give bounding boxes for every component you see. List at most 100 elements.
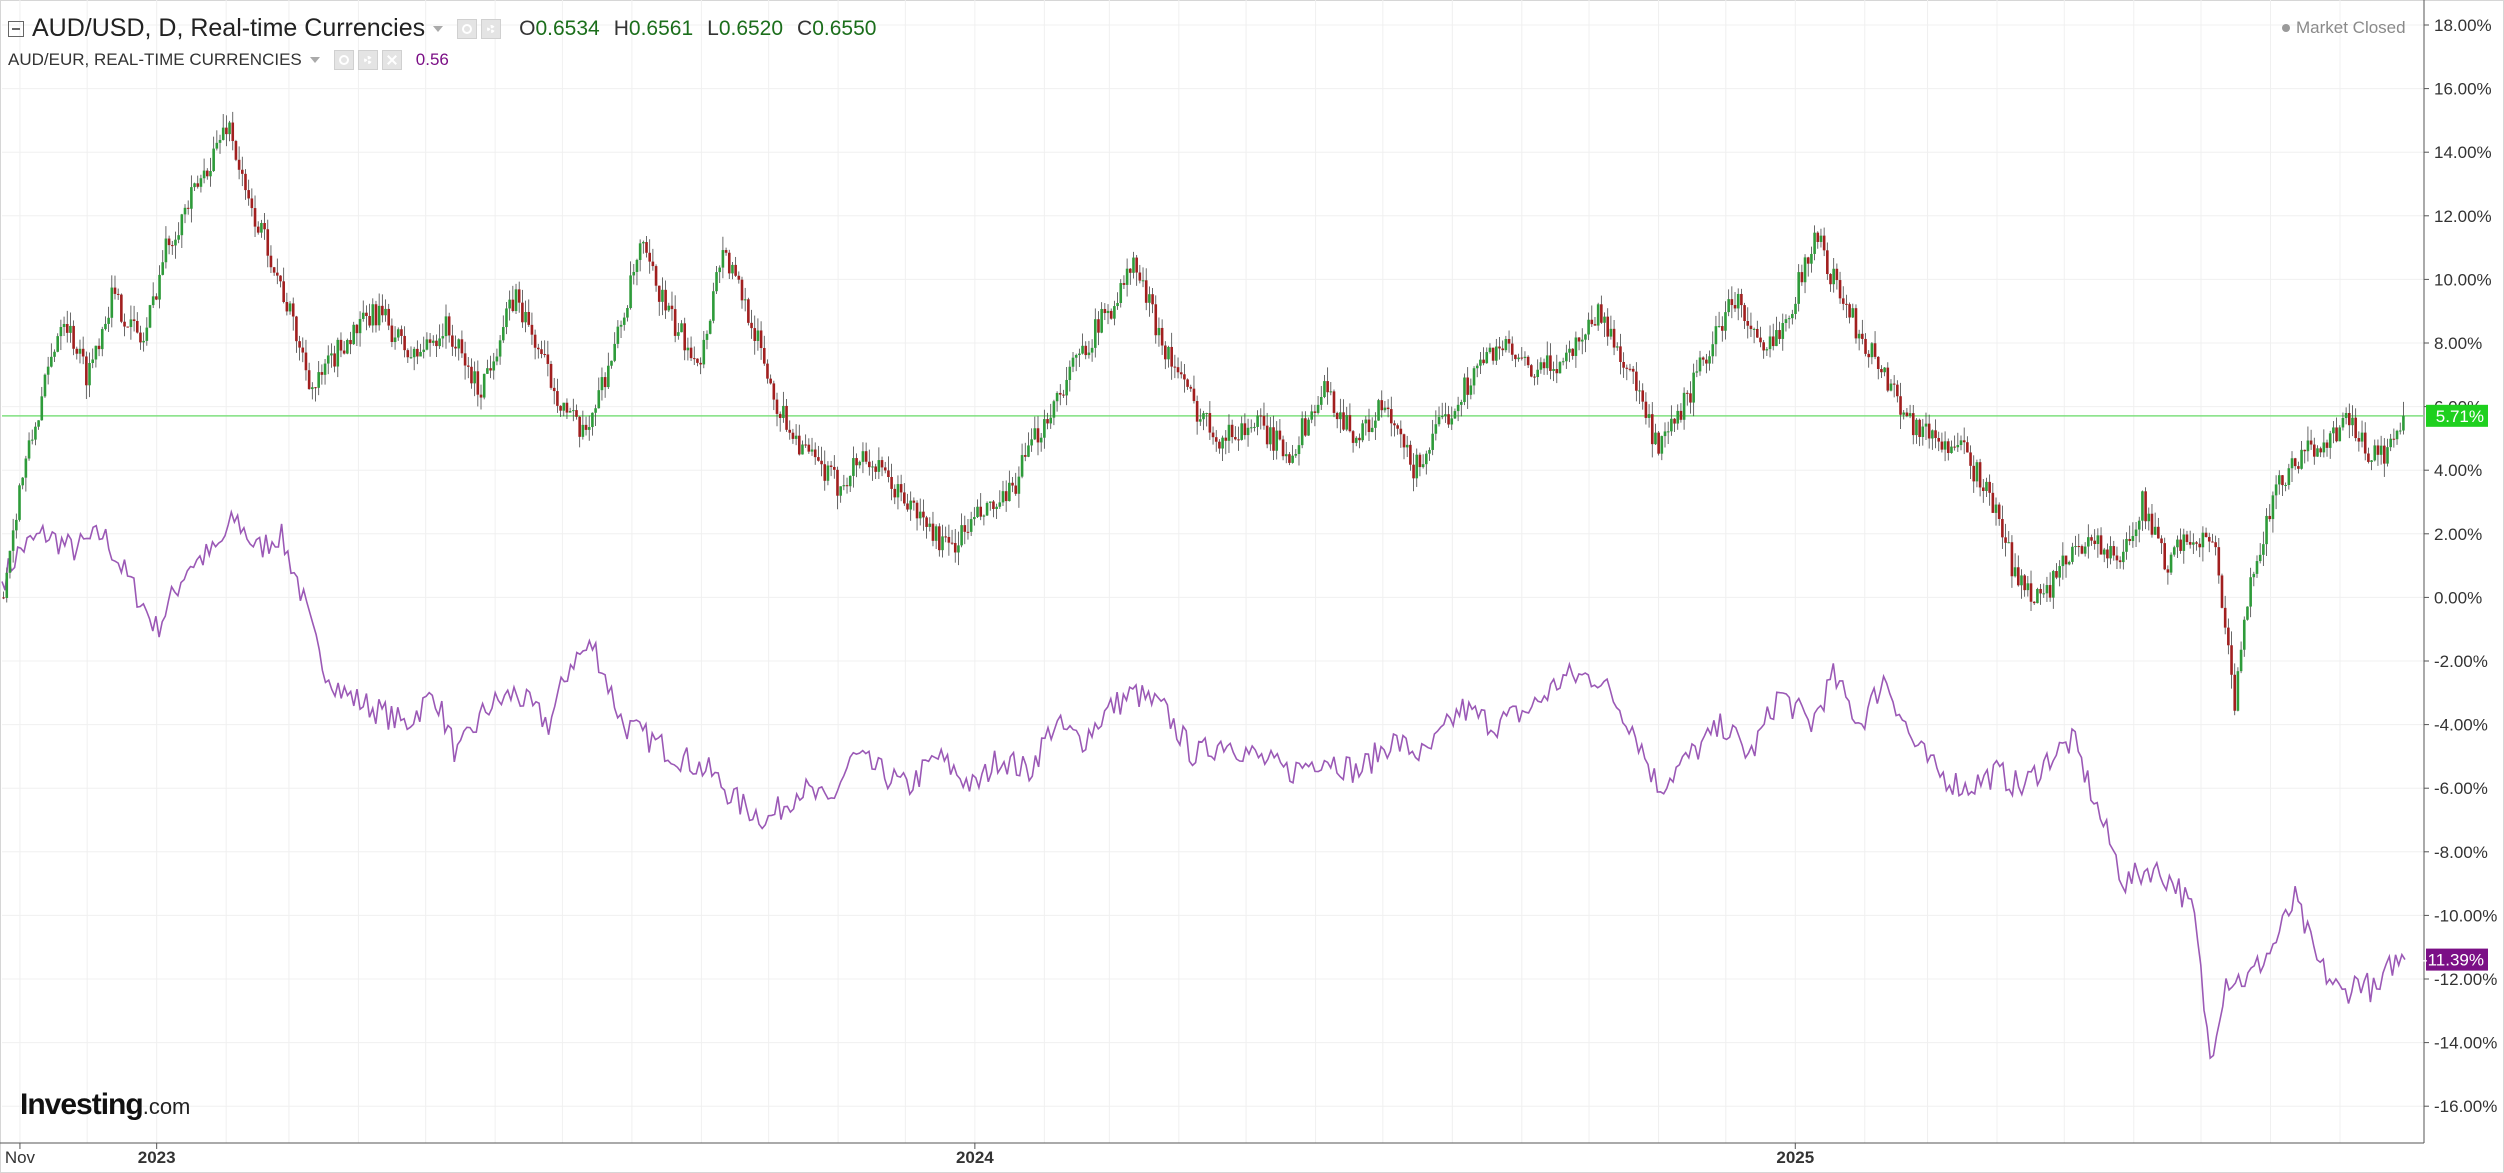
candle	[2386, 438, 2389, 467]
candle	[1160, 319, 1164, 355]
candle-body	[619, 324, 623, 327]
candle	[1463, 373, 1466, 406]
candle	[794, 424, 798, 446]
candle-body	[759, 330, 763, 349]
candle-body	[696, 358, 699, 363]
candle	[1635, 362, 1638, 402]
candle-body	[922, 511, 925, 518]
candle-body	[883, 467, 887, 471]
candle	[1975, 459, 1979, 488]
candle	[953, 528, 957, 563]
candle-body	[1183, 374, 1186, 380]
candle-body	[915, 502, 919, 519]
close-icon[interactable]	[381, 50, 402, 70]
candle-body	[209, 171, 212, 177]
gear-icon[interactable]	[357, 50, 378, 70]
candle-body	[938, 526, 941, 551]
candle	[591, 412, 594, 436]
gear-icon[interactable]	[481, 18, 502, 39]
candle-body	[2328, 433, 2332, 448]
candle-body	[1911, 413, 1915, 436]
candle-body	[896, 484, 900, 498]
candle	[1469, 378, 1473, 400]
compare-series-title[interactable]: AUD/EUR, REAL-TIME CURRENCIES	[8, 50, 302, 69]
candle	[2201, 526, 2205, 562]
candle	[727, 249, 731, 279]
candle-body	[272, 267, 276, 273]
candle	[384, 299, 387, 322]
candle-body	[2319, 448, 2322, 453]
candle	[2207, 532, 2211, 553]
candle	[692, 346, 696, 366]
candle-body	[1555, 369, 1559, 374]
candle-body	[336, 339, 340, 367]
candle-body	[1157, 327, 1161, 336]
caret-down-icon[interactable]	[309, 57, 320, 63]
candle	[559, 405, 562, 417]
candle	[1243, 413, 1247, 440]
candle-body	[21, 477, 24, 486]
candle-body	[1361, 423, 1364, 441]
candle-body	[320, 372, 324, 375]
candle	[2058, 560, 2061, 587]
candle-body	[1720, 326, 1724, 331]
compare-series-value: 0.56	[415, 50, 449, 69]
eye-icon[interactable]	[333, 50, 354, 70]
candle	[1001, 480, 1005, 507]
candle-body	[1122, 283, 1126, 285]
candle-body	[887, 470, 890, 477]
candle	[1921, 418, 1925, 446]
candle	[651, 248, 655, 271]
candle	[947, 524, 951, 556]
candle-body	[2061, 555, 2065, 567]
candle-body	[1558, 362, 1562, 374]
candle-body	[670, 305, 674, 310]
eye-icon[interactable]	[457, 18, 478, 39]
main-series-title[interactable]: AUD/USD, D, Real-time Currencies	[32, 14, 426, 42]
candle	[1832, 258, 1835, 293]
close-value: 0.6550	[812, 16, 877, 40]
candle-body	[295, 316, 298, 342]
candle	[1835, 263, 1839, 290]
candle	[1762, 339, 1765, 359]
candle	[1650, 402, 1654, 458]
candle-body	[2268, 515, 2272, 520]
candle-body	[1950, 446, 1953, 454]
collapse-icon[interactable]	[8, 20, 24, 37]
candle-body	[521, 302, 524, 323]
candle-body	[180, 214, 184, 236]
candle-body	[1348, 415, 1352, 432]
candle-body	[2281, 475, 2284, 486]
candle	[393, 326, 397, 350]
candle	[677, 322, 680, 340]
candle-body	[562, 402, 566, 411]
candle	[221, 114, 225, 141]
candle-body	[721, 250, 725, 268]
investing-logo[interactable]: Investing.com	[20, 1088, 190, 1122]
caret-down-icon[interactable]	[433, 25, 444, 32]
candle	[454, 335, 457, 357]
candle-body	[2367, 453, 2370, 462]
candle-body	[1889, 383, 1893, 391]
candle	[1997, 502, 2001, 526]
x-tick-label: 2023	[138, 1148, 176, 1167]
candle	[724, 247, 728, 256]
candle	[355, 323, 359, 347]
candle	[2344, 407, 2348, 425]
candle	[1488, 343, 1492, 354]
candle-body	[734, 264, 737, 276]
candle-body	[1256, 415, 1259, 427]
candle-body	[836, 469, 839, 496]
candle-body	[1141, 280, 1145, 282]
candle-body	[715, 272, 718, 292]
candle-body	[1017, 476, 1021, 494]
candle-body	[899, 484, 903, 493]
candle	[1179, 361, 1183, 379]
candle-body	[1269, 427, 1272, 445]
candle	[482, 373, 486, 400]
candle-body	[244, 173, 247, 191]
candle-body	[1068, 366, 1072, 380]
candle-body	[505, 308, 508, 328]
candle-body	[1749, 325, 1753, 330]
